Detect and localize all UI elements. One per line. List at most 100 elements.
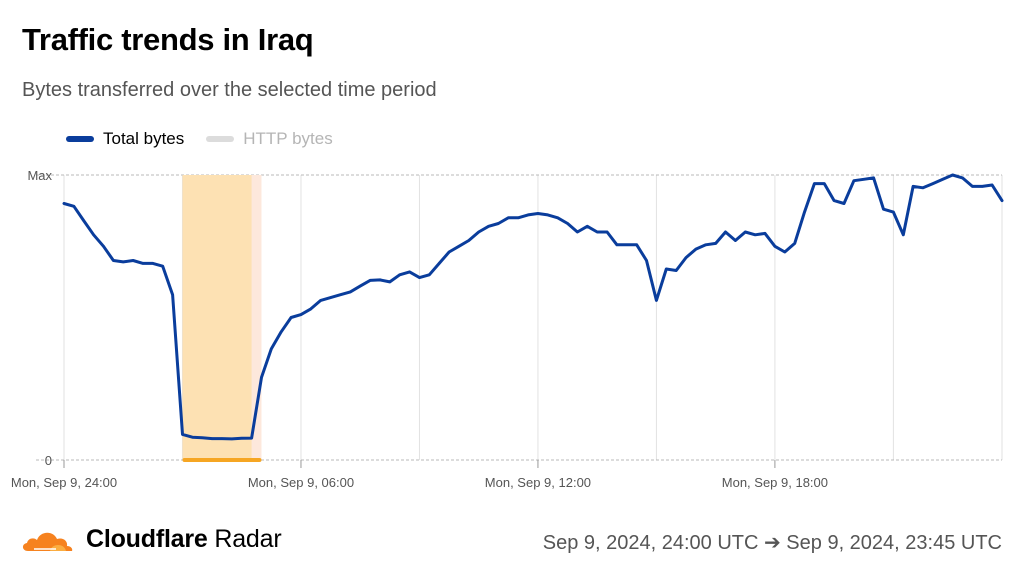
cloudflare-logo-icon [22, 532, 73, 551]
label-layer: Mon, Sep 9, 24:00 Mon, Sep 9, 06:00 Mon, S… [11, 475, 828, 490]
legend: Total bytes HTTP bytes [66, 129, 355, 149]
data-point [961, 176, 964, 180]
highlight-band [182, 175, 252, 460]
data-point [981, 185, 984, 188]
time-range: Sep 9, 2024, 24:00 UTC ➔ Sep 9, 2024, 23… [542, 532, 1002, 554]
data-point [428, 273, 431, 276]
data-point [507, 216, 510, 219]
data-point [230, 437, 234, 441]
data-point [181, 433, 184, 436]
data-point [447, 250, 451, 254]
x-tick-label-2: Mon, Sep 9, 12:00 [485, 475, 591, 490]
y-tick-label-0: 0 [45, 453, 52, 468]
data-point [536, 212, 540, 215]
x-tick-label-0: Mon, Sep 9, 24:00 [11, 475, 117, 490]
data-point [674, 269, 678, 272]
data-point [684, 256, 688, 259]
x-tick-label-1: Mon, Sep 9, 06:00 [248, 475, 354, 490]
data-point [921, 186, 925, 190]
legend-item-http-bytes[interactable]: HTTP bytes [206, 129, 333, 149]
y-tick-label-1: Max [27, 168, 52, 183]
data-point [635, 243, 638, 247]
data-point [694, 247, 698, 251]
cloudflare-radar-brand[interactable]: Cloudflare Radar [20, 525, 282, 554]
data-point [62, 202, 66, 205]
data-point [852, 179, 856, 182]
data-point [763, 232, 767, 235]
legend-swatch-http-bytes [206, 136, 235, 142]
data-point [773, 245, 777, 248]
data-point [842, 202, 846, 205]
data-point [862, 178, 865, 181]
data-point [803, 210, 806, 214]
data-point [418, 276, 421, 279]
x-tick-label-3: Mon, Sep 9, 18:00 [722, 475, 828, 490]
data-point [359, 284, 362, 288]
data-point [793, 242, 796, 245]
data-point [378, 278, 382, 282]
data-point [220, 437, 224, 440]
legend-item-total-bytes[interactable]: Total bytes [66, 129, 184, 149]
data-point [605, 230, 609, 234]
data-point [260, 376, 263, 379]
data-point [270, 347, 273, 351]
data-point [615, 243, 619, 247]
data-point [832, 199, 836, 202]
data-point [388, 280, 392, 284]
data-point [487, 225, 490, 228]
data-point [72, 205, 76, 208]
legend-label-total-bytes: Total bytes [103, 129, 185, 148]
data-point [201, 436, 204, 439]
chart-title: Traffic trends in Iraq [22, 22, 314, 57]
data-point [309, 307, 313, 311]
data-point [280, 330, 283, 333]
data-point [151, 262, 155, 265]
data-point [813, 182, 816, 185]
data-point [526, 213, 530, 217]
data-point [951, 173, 954, 177]
data-point [171, 293, 174, 296]
data-point [990, 183, 994, 187]
data-point [122, 260, 125, 264]
data-point [240, 437, 243, 440]
data-point [82, 219, 85, 222]
data-point [744, 230, 747, 234]
data-point [516, 216, 520, 219]
data-point [408, 270, 411, 274]
data-point [467, 239, 471, 242]
highlight-layer [182, 175, 262, 462]
data-point [131, 259, 135, 262]
data-point [823, 182, 826, 185]
data-point [546, 213, 550, 217]
data-point [625, 243, 628, 247]
axis-layer: 0 Max [27, 168, 776, 468]
data-point [497, 222, 500, 225]
series-line-total-bytes [62, 173, 1004, 441]
data-point [112, 259, 115, 262]
data-point [210, 437, 214, 440]
legend-label-http-bytes: HTTP bytes [243, 129, 333, 148]
data-point [595, 230, 599, 234]
data-point [645, 259, 648, 262]
data-point [566, 222, 569, 225]
data-point [398, 273, 401, 276]
data-point [783, 250, 786, 254]
chart-subtitle: Bytes transferred over the selected time… [22, 79, 437, 101]
data-point [902, 233, 905, 237]
data-point [299, 313, 303, 316]
data-point [655, 299, 658, 302]
data-point [872, 176, 875, 180]
data-point [438, 262, 441, 265]
data-point [753, 233, 757, 237]
data-point [329, 296, 332, 299]
data-point [911, 185, 915, 188]
data-point [665, 267, 668, 271]
data-point [704, 243, 707, 247]
data-point [576, 230, 579, 234]
series-layer [62, 173, 1004, 441]
data-point [714, 242, 717, 245]
data-point [339, 293, 342, 296]
data-point [734, 239, 737, 242]
data-point [349, 290, 352, 294]
